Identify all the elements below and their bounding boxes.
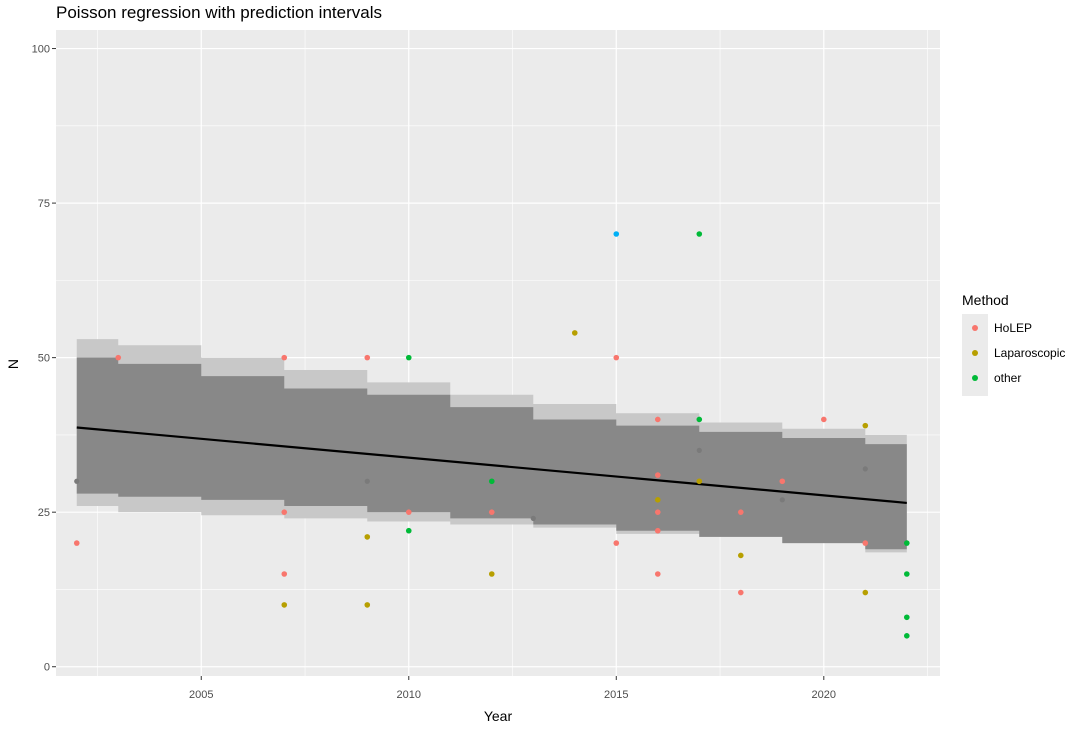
data-point [281, 354, 288, 361]
data-point [737, 509, 744, 515]
inner-prediction-band [76, 357, 907, 556]
data-point [405, 509, 412, 515]
data-point [862, 466, 868, 472]
data-point [862, 589, 869, 596]
data-point [654, 571, 661, 577]
x-tick-label: 2020 [812, 689, 836, 701]
plot-background [56, 30, 940, 676]
x-axis: 2005 2010 2015 2020 [189, 676, 836, 701]
legend-key [972, 375, 978, 381]
y-tick-label: 75 [38, 198, 50, 210]
data-point [654, 509, 661, 515]
data-point [530, 515, 536, 521]
legend-label: other [994, 371, 1021, 385]
data-point [115, 354, 122, 361]
data-point [613, 231, 620, 237]
y-tick-label: 25 [38, 507, 50, 519]
data-point [696, 231, 703, 237]
x-tick-label: 2015 [604, 689, 628, 701]
data-point [74, 478, 80, 484]
data-point [488, 509, 495, 515]
data-point [903, 614, 910, 621]
regression-line [76, 426, 907, 505]
data-point [654, 497, 661, 503]
data-point [779, 497, 785, 503]
data-point [737, 552, 744, 559]
legend-label: Laparoscopic [994, 346, 1065, 360]
plot-area [56, 30, 940, 676]
data-point [903, 633, 910, 639]
legend-key [972, 350, 978, 356]
data-point [364, 602, 371, 608]
data-point [281, 571, 288, 577]
data-point [696, 447, 702, 453]
legend-label: HoLEP [994, 321, 1032, 335]
data-point [654, 416, 661, 423]
data-point [281, 602, 288, 608]
data-point [73, 540, 80, 546]
data-point [364, 534, 371, 540]
x-axis-title: Year [484, 708, 513, 724]
y-tick-label: 50 [38, 353, 50, 365]
x-tick-label: 2010 [397, 689, 421, 701]
data-point [613, 354, 620, 361]
data-point [364, 354, 371, 361]
data-point [737, 589, 744, 596]
x-tick-label: 2005 [189, 689, 213, 701]
data-point [488, 571, 495, 577]
legend-key [972, 325, 978, 331]
data-point [696, 416, 703, 423]
data-point [903, 540, 910, 546]
y-axis: 0 25 50 75 100 [32, 44, 56, 674]
data-point [281, 509, 288, 515]
data-point [779, 478, 786, 485]
data-point [654, 527, 661, 534]
chart-title: Poisson regression with prediction inter… [56, 3, 382, 22]
data-point [820, 416, 827, 423]
data-point [571, 330, 578, 336]
data-point [613, 540, 620, 546]
data-point [488, 478, 495, 485]
data-point [862, 540, 869, 546]
legend: Method HoLEP Laparoscopic other [962, 292, 1065, 396]
data-point [862, 422, 869, 429]
data-point [654, 472, 661, 478]
data-point [405, 354, 412, 361]
y-axis-title: N [5, 359, 21, 369]
data-point [696, 478, 703, 485]
data-point [405, 527, 412, 534]
y-tick-label: 0 [44, 662, 50, 674]
y-tick-label: 100 [32, 44, 50, 56]
legend-title: Method [962, 292, 1009, 308]
data-point [903, 571, 910, 577]
data-point [364, 478, 370, 484]
